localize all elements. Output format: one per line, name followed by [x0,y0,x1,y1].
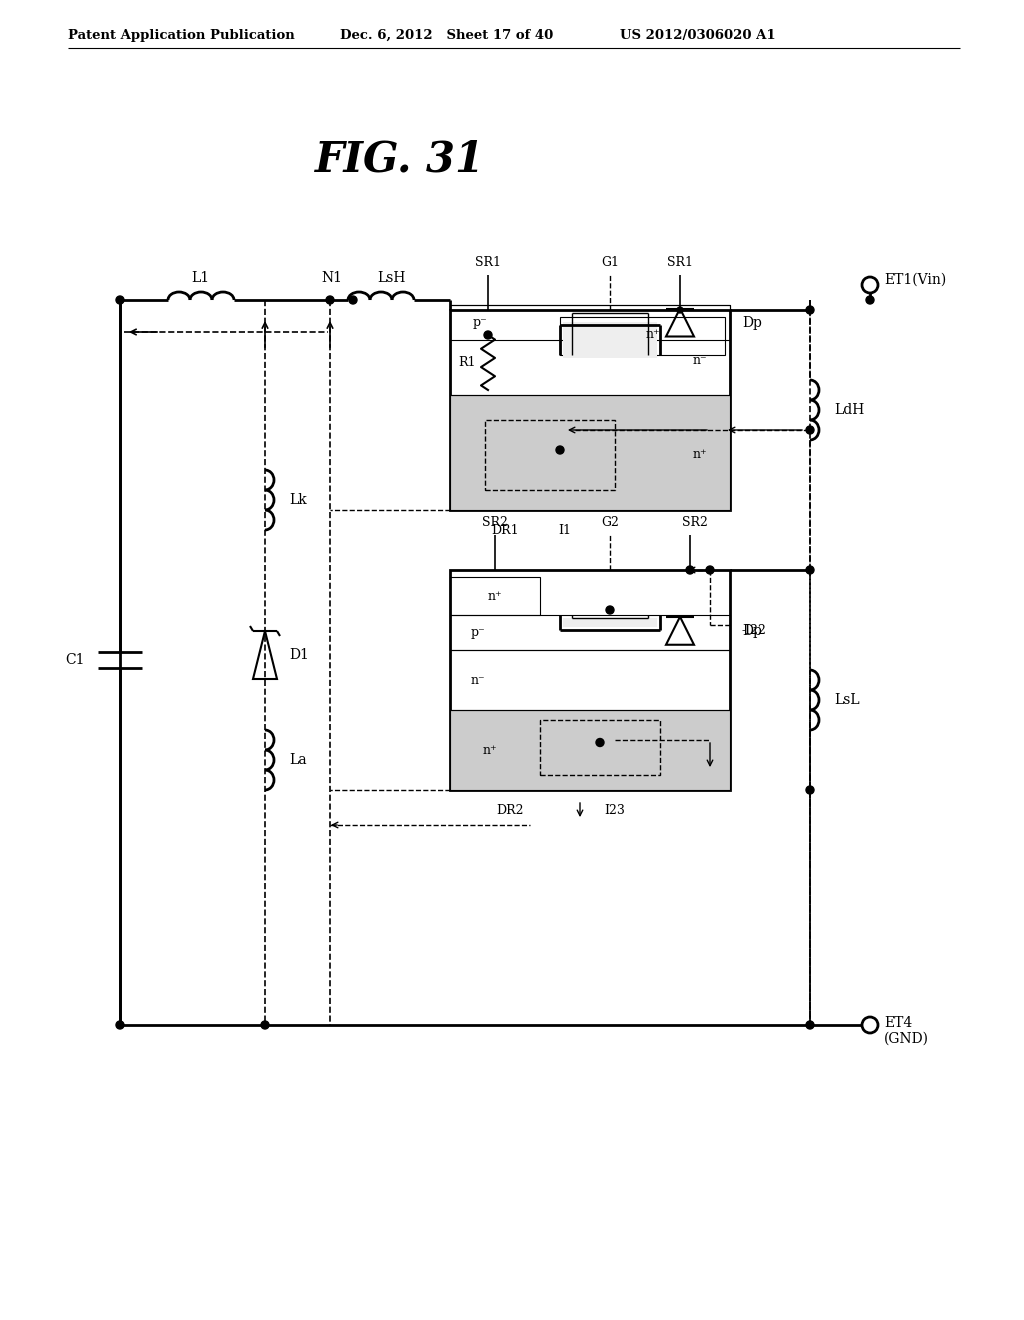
Bar [450,649,730,710]
Circle shape [806,426,814,434]
Text: N1: N1 [322,271,342,285]
Text: ET4: ET4 [884,1016,912,1030]
Text: ET1(Vin): ET1(Vin) [884,273,946,286]
Bar [450,615,730,649]
Text: -I22: -I22 [742,623,767,636]
Circle shape [116,296,124,304]
Text: p⁻: p⁻ [471,626,485,639]
Circle shape [806,306,814,314]
Text: DR2: DR2 [497,804,523,817]
Circle shape [806,1020,814,1030]
Text: p⁻: p⁻ [473,315,487,329]
Bar [560,317,725,355]
Text: SR1: SR1 [475,256,501,268]
Circle shape [806,566,814,574]
Circle shape [686,566,694,574]
Text: Dp: Dp [742,315,762,330]
Bar [563,322,657,358]
Bar [450,710,730,789]
Text: I1: I1 [558,524,571,536]
Text: (GND): (GND) [884,1032,929,1045]
Text: L1: L1 [190,271,209,285]
Text: SR2: SR2 [682,516,708,528]
Text: Lk: Lk [289,492,307,507]
Text: LdH: LdH [834,403,864,417]
Text: n⁺: n⁺ [487,590,503,602]
Text: n⁺: n⁺ [645,327,659,341]
Text: LsL: LsL [834,693,859,708]
Circle shape [606,606,614,614]
Text: SR1: SR1 [667,256,693,268]
Circle shape [484,331,492,339]
Text: G2: G2 [601,516,618,528]
Circle shape [261,1020,269,1030]
Bar [450,570,730,789]
Circle shape [806,785,814,795]
Circle shape [596,738,604,747]
Bar [450,395,730,510]
Text: n⁺: n⁺ [482,743,498,756]
Bar [450,310,730,510]
Text: FIG. 31: FIG. 31 [315,139,485,181]
Text: n⁺: n⁺ [692,449,708,462]
Text: DR1: DR1 [492,524,519,536]
Text: Dec. 6, 2012   Sheet 17 of 40: Dec. 6, 2012 Sheet 17 of 40 [340,29,553,41]
Bar [450,305,730,395]
Bar [563,618,657,627]
Text: Dp: Dp [742,624,762,638]
Circle shape [677,308,683,313]
Circle shape [556,446,564,454]
Text: SR2: SR2 [482,516,508,528]
Text: n⁻: n⁻ [471,673,485,686]
Text: US 2012/0306020 A1: US 2012/0306020 A1 [620,29,775,41]
Circle shape [116,1020,124,1030]
Bar [450,577,540,615]
Text: D1: D1 [289,648,309,663]
Circle shape [326,296,334,304]
Circle shape [866,296,874,304]
Text: La: La [289,752,306,767]
Bar [450,305,730,341]
Text: G1: G1 [601,256,618,268]
Text: Patent Application Publication: Patent Application Publication [68,29,295,41]
Circle shape [349,296,357,304]
Circle shape [706,566,714,574]
Text: C1: C1 [66,653,85,667]
Bar [540,719,660,775]
Text: R1: R1 [459,355,476,368]
Text: I23: I23 [604,804,626,817]
Bar [485,420,615,490]
Text: n⁻: n⁻ [692,354,708,367]
Text: LsH: LsH [377,271,406,285]
